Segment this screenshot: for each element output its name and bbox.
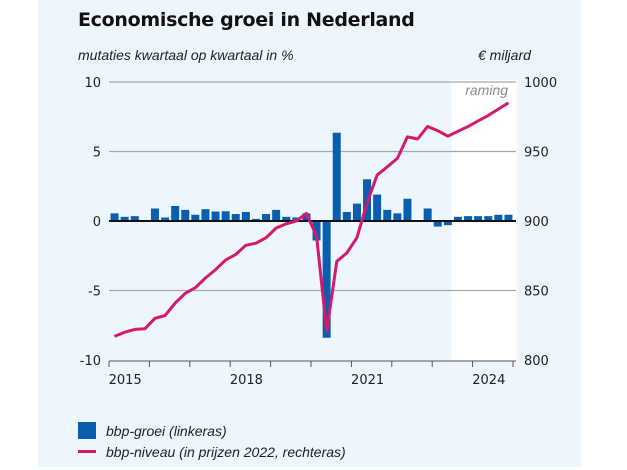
bar [484, 216, 493, 221]
right-tick-label: 800 [524, 354, 549, 369]
bar [171, 205, 180, 221]
x-tick-label: 2024 [472, 373, 505, 388]
bar [504, 214, 513, 221]
bar [211, 211, 220, 221]
bar [130, 216, 139, 221]
left-tick-label: 0 [93, 215, 101, 230]
legend-item-bbp-groei: bbp-groei (linkeras) [78, 420, 346, 441]
legend-swatch-bar [78, 422, 96, 439]
left-axis-unit: mutaties kwartaal op kwartaal in % [78, 47, 294, 63]
bar [352, 203, 361, 221]
bar [474, 216, 483, 221]
bar [150, 208, 159, 221]
right-tick-label: 950 [524, 146, 549, 161]
bar [342, 211, 351, 221]
gridlines [109, 81, 516, 292]
bar [191, 214, 200, 221]
bar [201, 209, 210, 221]
bar [181, 209, 190, 221]
legend-item-bbp-niveau: bbp-niveau (in prijzen 2022, rechteras) [78, 441, 346, 462]
bar [161, 217, 170, 221]
left-tick-label: -5 [88, 285, 101, 300]
bar [221, 211, 230, 221]
bar [262, 214, 271, 221]
legend: bbp-groei (linkeras) bbp-niveau (in prij… [78, 420, 346, 462]
bar [453, 216, 462, 221]
x-axis: 2015 2018 2021 2024 [108, 360, 516, 388]
bar [332, 132, 341, 221]
left-tick-label: -10 [80, 354, 101, 369]
bar [231, 214, 240, 221]
bar [393, 213, 402, 221]
left-axis-labels: 10 5 0 -5 -10 [80, 76, 101, 369]
legend-swatch-line [78, 450, 96, 453]
x-tick-label: 2015 [109, 373, 142, 388]
bar [443, 221, 452, 226]
right-tick-label: 1000 [524, 76, 557, 91]
left-tick-label: 5 [93, 146, 101, 161]
bar [373, 194, 382, 221]
right-axis-unit: € miljard [478, 47, 531, 63]
line-series [113, 101, 510, 338]
chart-title: Economische groei in Nederland [78, 9, 415, 31]
bar [433, 221, 442, 227]
right-tick-label: 850 [524, 285, 549, 300]
bar [282, 216, 291, 221]
bar [494, 214, 503, 221]
bar [423, 208, 432, 221]
bar [272, 209, 281, 221]
x-tick-label: 2018 [230, 373, 263, 388]
bar [383, 209, 392, 221]
right-tick-label: 900 [524, 215, 549, 230]
bar [251, 218, 260, 221]
bar [241, 211, 250, 221]
bar [110, 213, 119, 221]
legend-label: bbp-niveau (in prijzen 2022, rechteras) [106, 443, 346, 460]
bar [464, 216, 473, 221]
x-tick-label: 2021 [351, 373, 384, 388]
bar [322, 221, 331, 338]
bar [312, 221, 321, 241]
right-axis-labels: 1000 950 900 850 800 [524, 76, 557, 369]
bar [120, 216, 129, 221]
left-tick-label: 10 [84, 76, 101, 91]
bar [403, 198, 412, 221]
forecast-label: raming [465, 82, 508, 98]
bar-series [110, 132, 513, 338]
legend-label: bbp-groei (linkeras) [106, 422, 227, 439]
